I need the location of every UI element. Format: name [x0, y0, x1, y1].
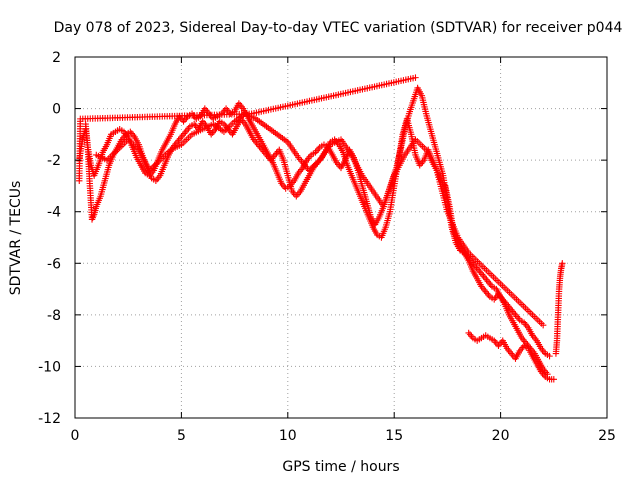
data-point	[539, 321, 547, 329]
y-tick-labels: 2 0 -2 -4 -6 -8 -10 -12	[38, 50, 61, 427]
x-tick-label-5: 25	[598, 428, 616, 444]
y-tick-label-0: 2	[52, 50, 61, 66]
data-point	[559, 260, 566, 267]
x-tick-label-2: 10	[279, 428, 297, 444]
y-tick-label-7: -12	[38, 411, 61, 427]
y-tick-label-3: -4	[47, 205, 61, 221]
plot-area-border	[74, 56, 608, 419]
y-axis-label: SDTVAR / TECUs	[8, 181, 24, 296]
x-tick-label-1: 5	[177, 428, 186, 444]
y-tick-label-6: -10	[38, 359, 61, 375]
y-tick-label-2: -2	[47, 153, 61, 169]
y-tick-label-1: 0	[52, 102, 61, 118]
x-axis-label: GPS time / hours	[282, 459, 399, 475]
data-point	[412, 74, 419, 81]
data-point	[550, 376, 557, 383]
x-tick-labels: 0 5 10 15 20 25	[71, 428, 616, 444]
x-tick-label-3: 15	[385, 428, 403, 444]
y-tick-label-5: -8	[47, 308, 61, 324]
axis-ticks	[74, 56, 608, 419]
x-tick-label-4: 20	[492, 428, 510, 444]
chart-title: Day 078 of 2023, Sidereal Day-to-day VTE…	[54, 20, 623, 36]
data-points	[76, 74, 566, 383]
data-point	[546, 352, 553, 360]
grid-lines	[75, 57, 607, 418]
x-tick-label-0: 0	[71, 428, 80, 444]
y-tick-label-4: -6	[47, 256, 61, 272]
